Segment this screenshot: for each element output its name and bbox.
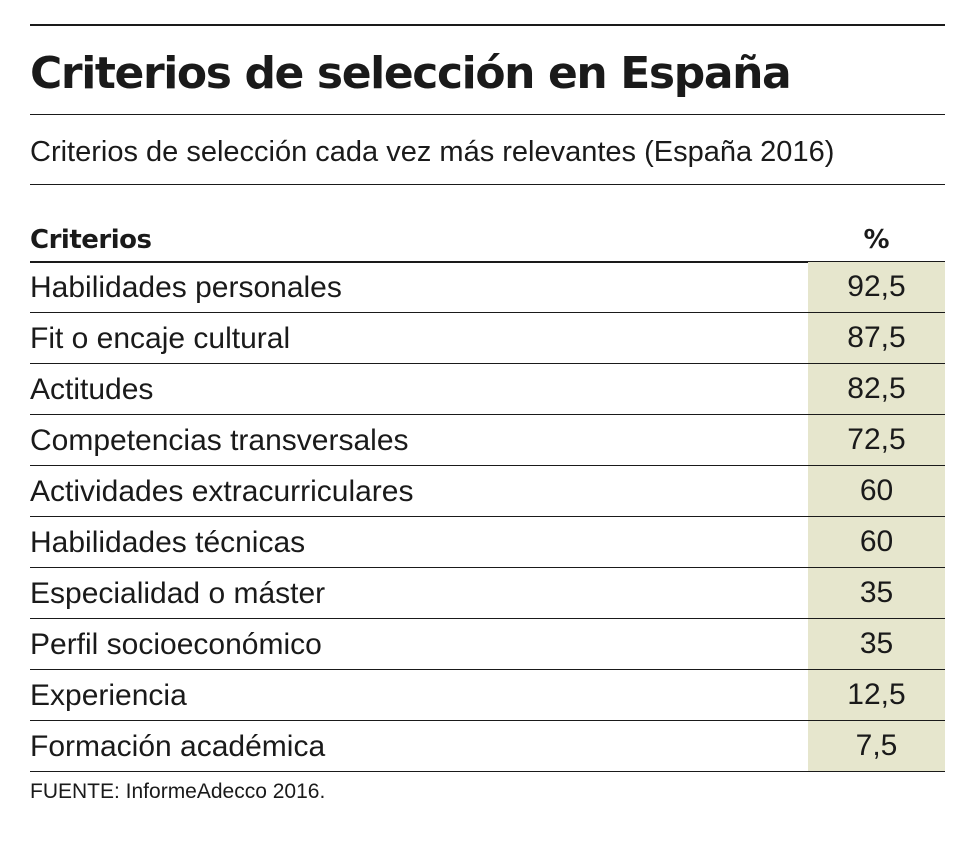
table-row: Especialidad o máster 35: [30, 568, 945, 619]
criterion-label: Competencias transversales: [30, 424, 409, 457]
table-row: Perfil socioeconómico 35: [30, 619, 945, 670]
criterion-label: Habilidades personales: [30, 271, 342, 304]
percentage-value: 82,5: [808, 364, 945, 414]
criterion-label: Experiencia: [30, 679, 187, 712]
percentage-value: 35: [808, 619, 945, 669]
percentage-value: 60: [808, 466, 945, 516]
header-rule: [30, 261, 945, 263]
chart-title: Criterios de selección en España: [30, 48, 792, 99]
table-row: Actividades extracurriculares 60: [30, 466, 945, 517]
percentage-value: 35: [808, 568, 945, 618]
criterion-label: Actitudes: [30, 373, 154, 406]
table-row: Formación académica 7,5: [30, 721, 945, 772]
column-header-criterios: Criterios: [30, 225, 152, 255]
title-rule: [30, 114, 945, 115]
criterion-label: Actividades extracurriculares: [30, 475, 414, 508]
source-note: FUENTE: InformeAdecco 2016.: [30, 780, 326, 803]
criteria-table: Habilidades personales 92,5 Fit o encaje c…: [30, 262, 945, 772]
criterion-label: Fit o encaje cultural: [30, 322, 291, 355]
column-header-percent: %: [863, 225, 890, 255]
criterion-label: Formación académica: [30, 730, 326, 763]
criterion-label: Habilidades técnicas: [30, 526, 306, 559]
subtitle-rule: [30, 184, 945, 185]
table-row: Competencias transversales 72,5: [30, 415, 945, 466]
percentage-value: 12,5: [808, 670, 945, 720]
percentage-value: 92,5: [808, 262, 945, 312]
percentage-value: 87,5: [808, 313, 945, 363]
table-row: Actitudes 82,5: [30, 364, 945, 415]
table-row: Fit o encaje cultural 87,5: [30, 313, 945, 364]
percentage-value: 72,5: [808, 415, 945, 465]
top-rule: [30, 24, 945, 26]
table-row: Habilidades técnicas 60: [30, 517, 945, 568]
table-row: Habilidades personales 92,5: [30, 262, 945, 313]
table-row: Experiencia 12,5: [30, 670, 945, 721]
criterion-label: Especialidad o máster: [30, 577, 326, 610]
percentage-value: 60: [808, 517, 945, 567]
chart-subtitle: Criterios de selección cada vez más rele…: [30, 136, 835, 168]
criterion-label: Perfil socioeconómico: [30, 628, 322, 661]
percentage-value: 7,5: [808, 721, 945, 771]
